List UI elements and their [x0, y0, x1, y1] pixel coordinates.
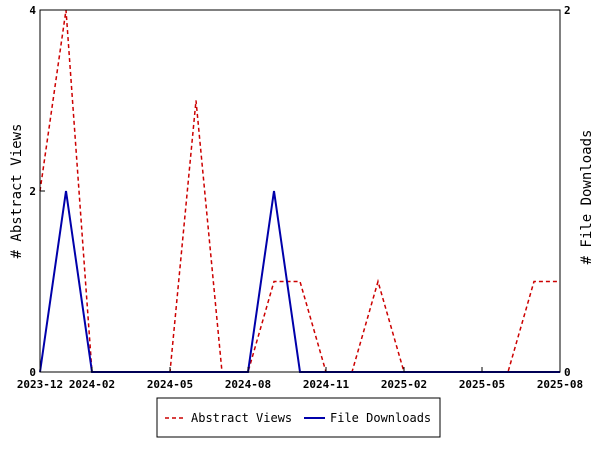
- x-tick-label: 2024-11: [303, 378, 350, 391]
- y-right-tick-label: 0: [564, 366, 571, 379]
- ticks-layer: 2023-12 2024-02 2024-05 2024-08 2024-11 2025-…: [17, 4, 583, 391]
- x-tick-label: 2024-02: [69, 378, 115, 391]
- y-left-tick-label: 0: [29, 366, 36, 379]
- legend-label-abstract-views: Abstract Views: [191, 411, 292, 425]
- legend-label-file-downloads: File Downloads: [330, 411, 431, 425]
- series-line-abstract-views: [39, 9, 560, 373]
- plot-marks: [39, 9, 560, 373]
- x-tick-label: 2024-05: [147, 378, 193, 391]
- legend-box: [156, 397, 441, 438]
- right-axis-title: # File Downloads: [579, 130, 595, 265]
- series-line-file-downloads: [39, 190, 560, 373]
- y-right-tick-label: 2: [564, 4, 571, 17]
- left-axis-title: # Abstract Views: [9, 124, 25, 259]
- x-tick-label: 2025-02: [381, 378, 427, 391]
- legend: Abstract Views File Downloads: [156, 397, 441, 438]
- y-left-tick-label: 4: [29, 4, 36, 17]
- x-tick-label: 2025-08: [537, 378, 583, 391]
- plot-frame: [39, 9, 561, 373]
- x-tick-label: 2023-12: [17, 378, 63, 391]
- x-tick-label: 2024-08: [225, 378, 271, 391]
- y-left-tick-label: 2: [29, 185, 36, 198]
- x-tick-label: 2025-05: [459, 378, 505, 391]
